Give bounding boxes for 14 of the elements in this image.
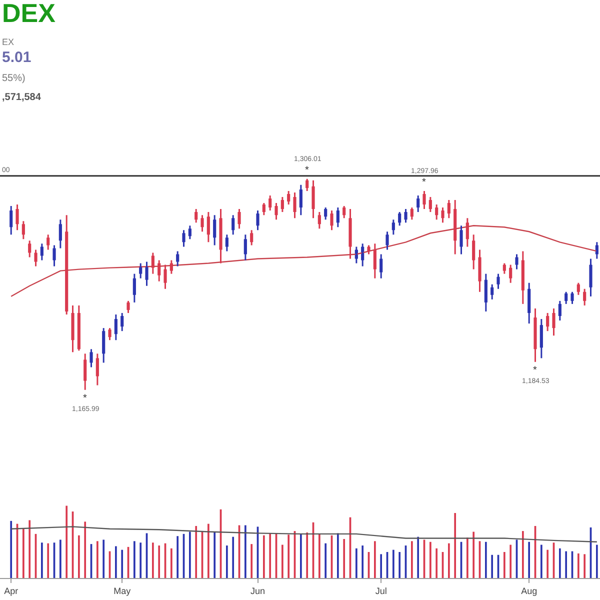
text: ,571,584 [2,92,42,103]
annotation: * [422,177,426,188]
text: EX [2,37,14,47]
x-tick-label: May [114,586,132,596]
chart-title: DEX [2,0,56,28]
text: 55%) [2,73,26,84]
annotation: * [305,165,309,176]
annotation: * [83,393,87,404]
text: 5.01 [2,49,32,66]
x-tick-label: Apr [4,586,18,596]
x-tick-label: Jul [375,586,387,596]
x-tick-label: Jun [250,586,266,596]
annotation: * [533,365,537,376]
x-tick-label: Aug [521,586,538,596]
